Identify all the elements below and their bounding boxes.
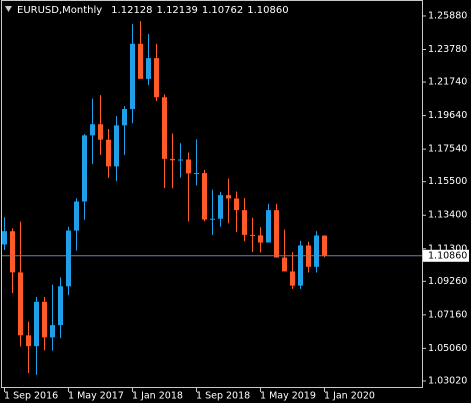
candle-body [162, 97, 167, 159]
candle-body [18, 272, 23, 336]
candle-body [10, 231, 15, 273]
candle-body [290, 271, 295, 286]
chart-title: EURUSD,Monthly [17, 5, 102, 16]
x-tick-label: 1 May 2019 [260, 391, 316, 402]
y-tick-label: 1.25880 [428, 10, 467, 21]
candle-body [202, 173, 207, 220]
candle-body [74, 201, 79, 231]
candle-body [146, 58, 151, 79]
candle-body [266, 210, 271, 243]
y-tick-label: 1.11300 [428, 243, 467, 254]
candle-body [258, 235, 263, 243]
candle-body [314, 235, 319, 267]
candle-body [282, 257, 287, 272]
candle-body [90, 124, 95, 136]
candle-body [210, 218, 215, 220]
x-tick-label: 1 Jan 2020 [324, 391, 375, 402]
y-tick-label: 1.07160 [428, 309, 467, 320]
candle-body [250, 234, 255, 236]
candle-body [242, 210, 247, 235]
y-tick-label: 1.15500 [428, 176, 467, 187]
x-tick-label: 1 May 2017 [68, 391, 124, 402]
candle-body [34, 301, 39, 347]
candle-body [98, 124, 103, 140]
x-tick-label: 1 Jan 2018 [132, 391, 183, 402]
candle-body [50, 325, 55, 338]
y-tick-label: 1.23780 [428, 44, 467, 55]
candle-body [42, 301, 47, 338]
candle-body [82, 135, 87, 202]
candle-body [66, 230, 71, 287]
y-tick-label: 1.05060 [428, 343, 467, 354]
candle-body [26, 335, 31, 347]
x-tick-label: 1 Sep 2018 [196, 391, 250, 402]
price-label-box [423, 249, 469, 262]
candle-body [170, 158, 175, 161]
price-label: 1.10860 [428, 250, 467, 261]
header-quote: 1.10860 [247, 5, 288, 16]
candle-body [298, 245, 303, 286]
x-tick-label: 1 Sep 2016 [4, 391, 58, 402]
candle-body [154, 58, 159, 98]
candle-body [194, 173, 199, 175]
y-tick-label: 1.03020 [428, 375, 467, 386]
header-quote: 1.10762 [202, 5, 243, 16]
y-tick-label: 1.17540 [428, 144, 467, 155]
candle-body [234, 198, 239, 211]
header-quote: 1.12139 [157, 5, 198, 16]
y-tick-label: 1.19640 [428, 110, 467, 121]
candle-body [58, 286, 63, 326]
candle-body [122, 109, 127, 126]
candle-body [186, 159, 191, 174]
candle-body [274, 210, 279, 258]
candle-body [218, 195, 223, 219]
plot-frame [1, 0, 423, 388]
header-icon [5, 6, 12, 12]
candle-body [114, 125, 119, 167]
candle-body [2, 231, 7, 245]
candle-body [130, 43, 135, 110]
candle-body [178, 159, 183, 161]
candle-body [106, 139, 111, 167]
y-tick-label: 1.13400 [428, 210, 467, 221]
y-tick-label: 1.09260 [428, 276, 467, 287]
candle-body [322, 235, 327, 256]
candle-body [226, 195, 231, 199]
y-tick-label: 1.21740 [428, 77, 467, 88]
candle-body [138, 43, 143, 79]
header-quote: 1.12128 [111, 5, 152, 16]
